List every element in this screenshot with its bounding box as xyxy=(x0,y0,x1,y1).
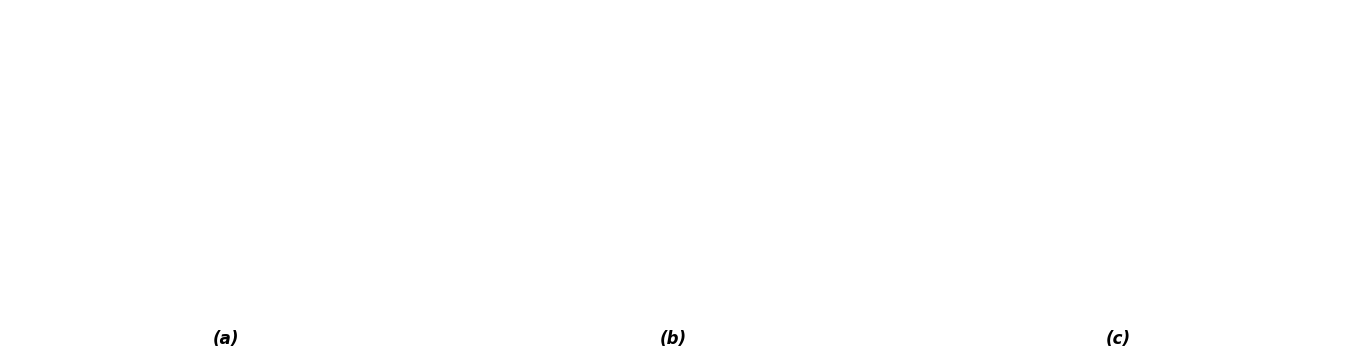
Text: (a): (a) xyxy=(213,330,240,348)
Text: (c): (c) xyxy=(1106,330,1130,348)
Text: (b): (b) xyxy=(660,330,687,348)
